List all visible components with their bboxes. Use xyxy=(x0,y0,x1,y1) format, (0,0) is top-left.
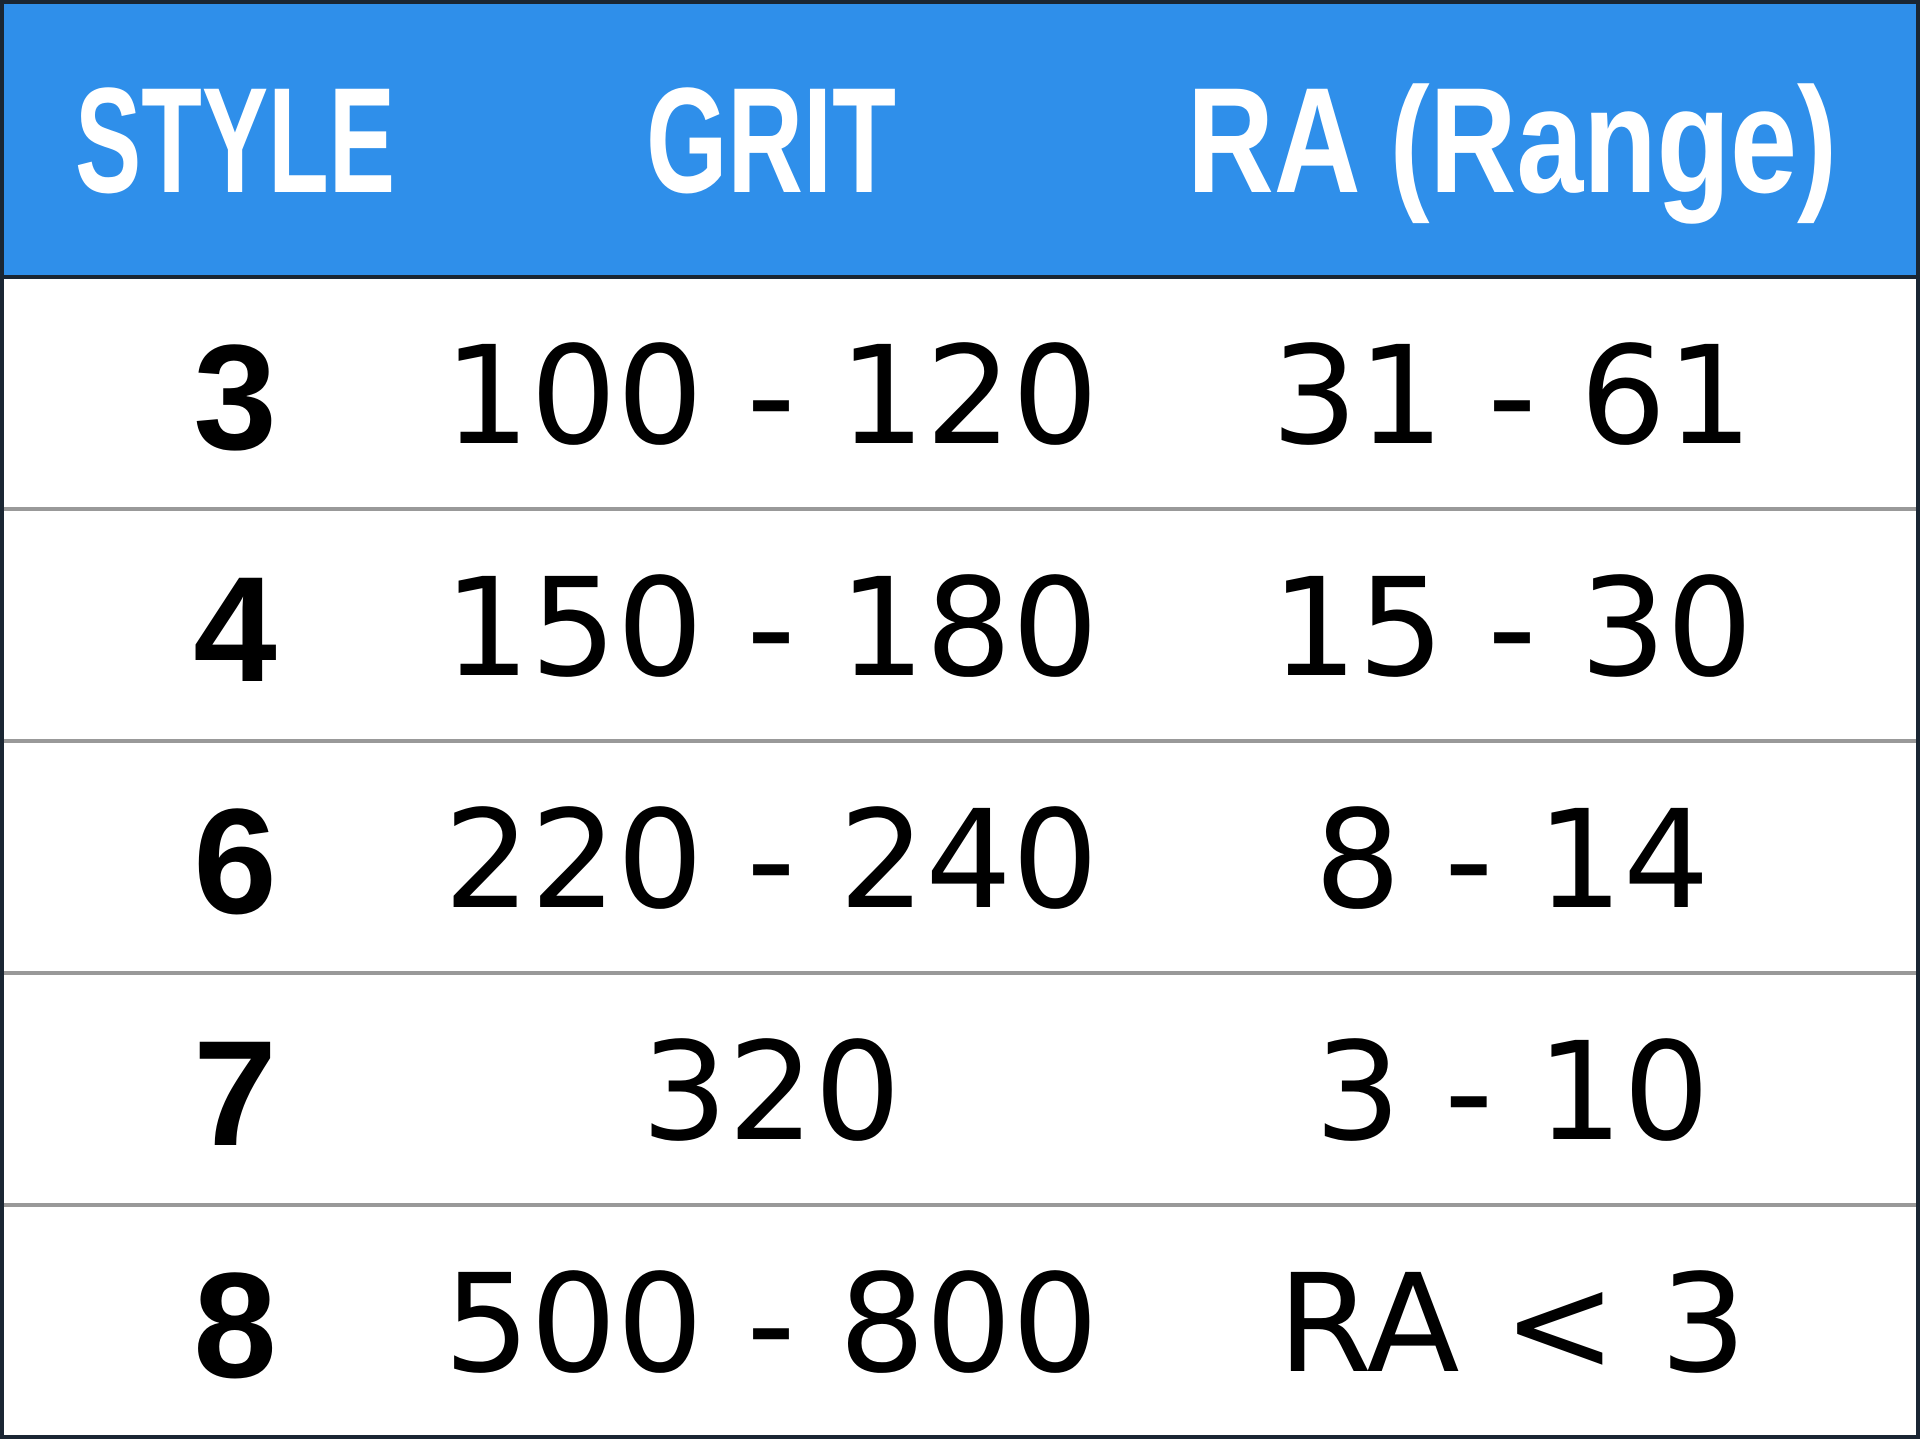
value-cell: 500 - 800 xyxy=(444,1246,1099,1404)
style-cell: 7 xyxy=(193,1009,276,1177)
value-cell: RA < 3 xyxy=(1278,1246,1747,1404)
value-cell: 3 - 10 xyxy=(1314,1014,1709,1172)
value-cell: 320 xyxy=(641,1014,901,1172)
style-cell: 6 xyxy=(193,777,276,945)
style-cell: 4 xyxy=(193,545,276,713)
style-cell: 8 xyxy=(193,1241,276,1409)
value-cell: 31 - 61 xyxy=(1271,318,1753,476)
header-bar xyxy=(2,2,1918,276)
header-cell: GRIT xyxy=(646,56,896,224)
value-cell: 220 - 240 xyxy=(444,782,1099,940)
header-cell: RA (Range) xyxy=(1187,56,1837,224)
value-cell: 8 - 14 xyxy=(1314,782,1709,940)
value-cell: 150 - 180 xyxy=(444,550,1099,708)
value-cell: 15 - 30 xyxy=(1271,550,1753,708)
header-cell: STYLE xyxy=(75,56,395,224)
value-cell: 100 - 120 xyxy=(444,318,1099,476)
style-cell: 3 xyxy=(193,313,276,481)
